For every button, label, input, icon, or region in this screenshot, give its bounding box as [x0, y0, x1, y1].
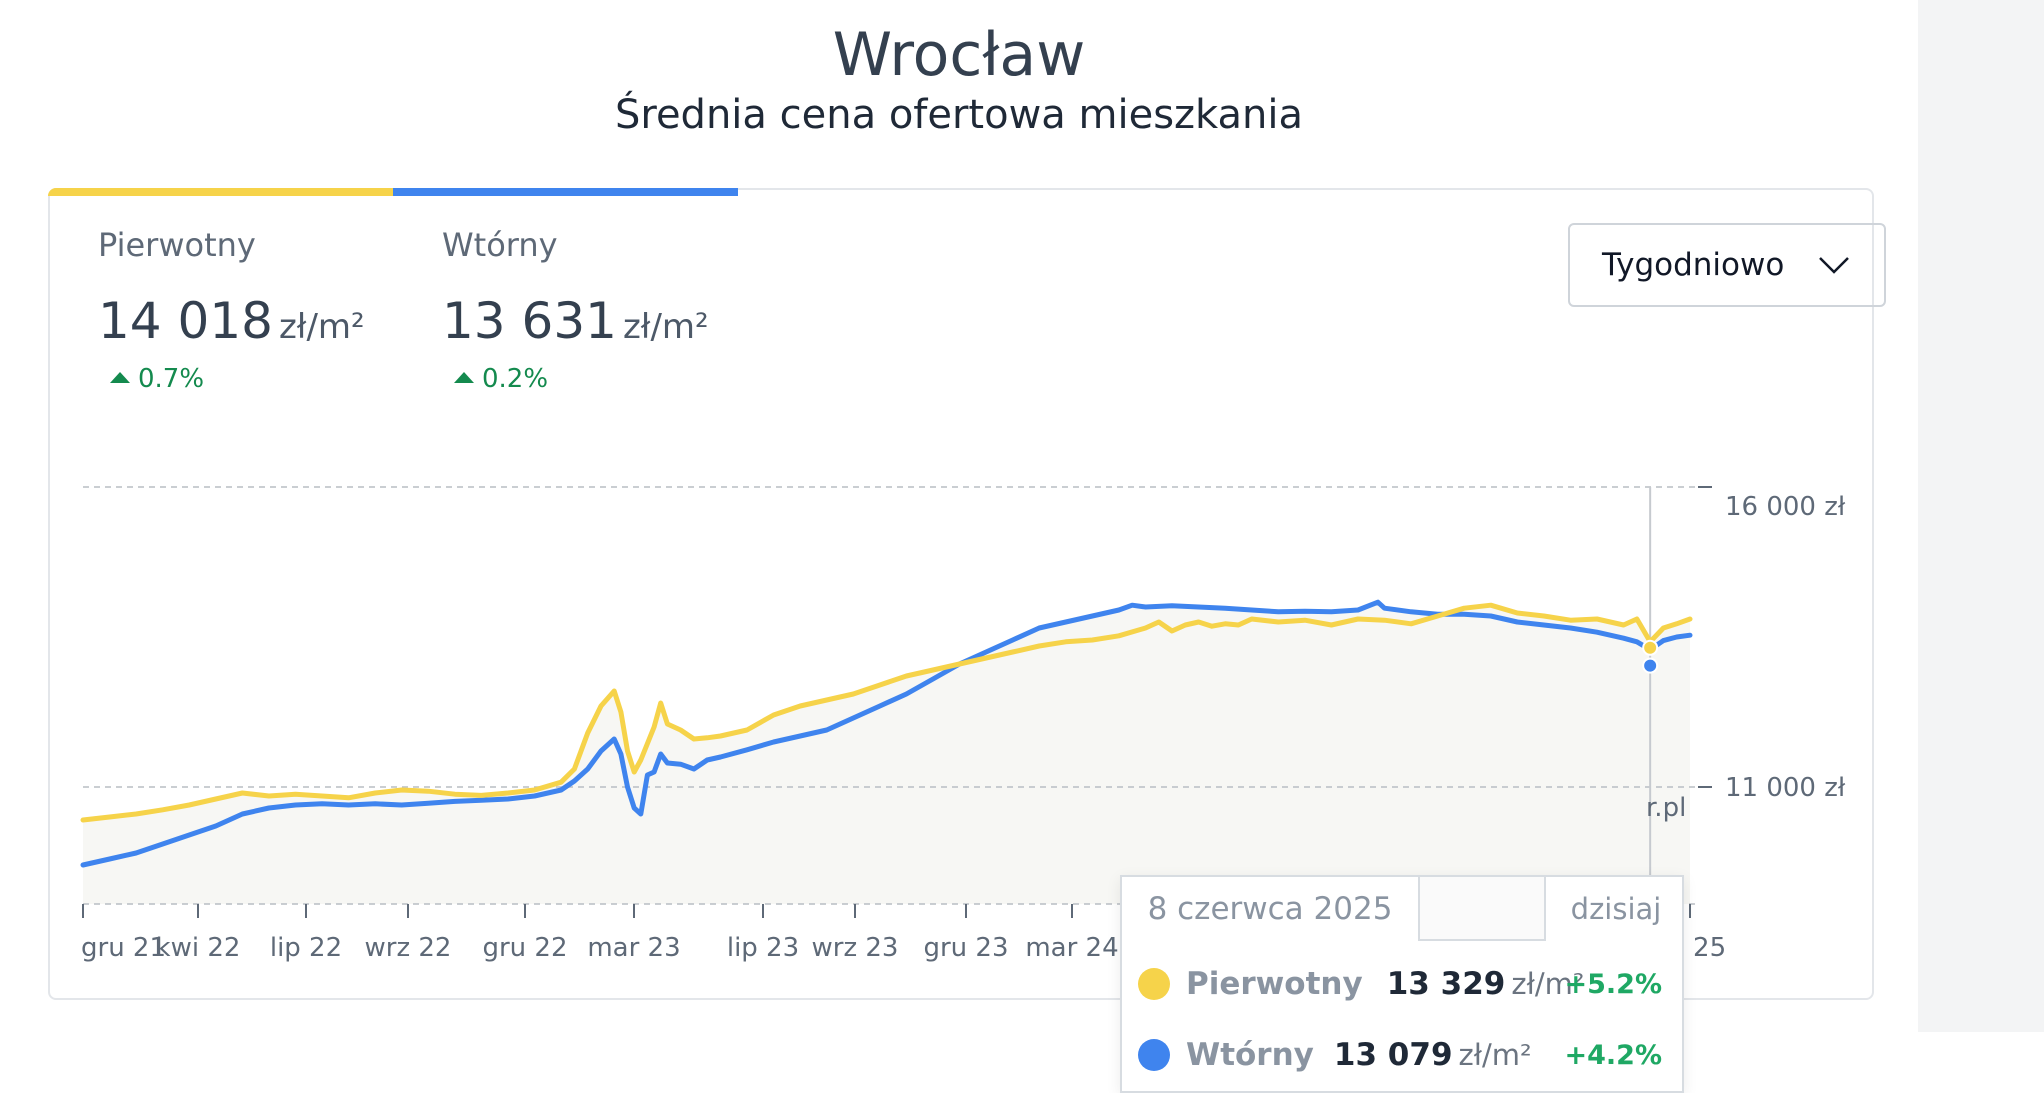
pierwotny-dot-icon [1138, 968, 1170, 1000]
series-line-pierwotny [80, 602, 1693, 823]
page-subtitle: Średnia cena ofertowa mieszkania [614, 92, 1303, 138]
x-tick-label: mar 23 [587, 933, 680, 963]
series-line-wtorny [80, 599, 1693, 868]
kpi-change: 0.2% [442, 364, 709, 394]
x-tick-label: mar 24 [1025, 933, 1118, 963]
kpi-label: Pierwotny [98, 226, 256, 264]
arrow-up-icon [110, 372, 130, 383]
tab-indicator-wtorny[interactable] [393, 188, 738, 196]
chevron-down-icon [1819, 257, 1849, 274]
tooltip-date: 8 czerwca 2025 [1147, 891, 1393, 927]
tooltip-value: 13 329 [1386, 966, 1506, 1002]
x-tick-label: lip 23 [727, 933, 799, 963]
tooltip-tab-gap [1418, 877, 1546, 941]
wtorny-dot-icon [1138, 1039, 1170, 1071]
kpi-value: 13 631 [442, 292, 617, 350]
kpi-unit: zł/m² [622, 307, 709, 347]
kpi-pierwotny[interactable]: Pierwotny 14 018 zł/m² 0.7% [98, 226, 365, 394]
arrow-up-icon [454, 372, 474, 383]
kpi-label: Wtórny [442, 226, 558, 264]
tooltip-change: +5.2% [1564, 968, 1662, 1000]
period-select[interactable]: Tygodniowo [1568, 223, 1886, 307]
kpi-wtorny[interactable]: Wtórny 13 631 zł/m² 0.2% [442, 226, 709, 394]
kpi-change: 0.7% [98, 364, 365, 394]
watermark-text: r.pl [1646, 793, 1686, 823]
x-tick-label: gru 21 [81, 933, 166, 963]
tooltip-change: +4.2% [1564, 1039, 1662, 1071]
x-tick-label: gru 22 [482, 933, 567, 963]
page-title: Wrocław [832, 20, 1086, 90]
period-select-value: Tygodniowo [1602, 247, 1785, 283]
chart-tooltip: 8 czerwca 2025 dzisiaj Pierwotny 13 329 … [1120, 875, 1684, 1093]
tooltip-unit: zł/m² [1458, 1038, 1532, 1072]
hover-point [1642, 639, 1659, 656]
tooltip-today-tab[interactable]: dzisiaj [1570, 892, 1662, 926]
kpi-unit: zł/m² [278, 307, 365, 347]
chart-area-fill [83, 602, 1690, 904]
tooltip-unit: zł/m² [1511, 967, 1585, 1001]
x-tick-label: wrz 22 [365, 933, 452, 963]
tooltip-series-name: Pierwotny [1186, 966, 1363, 1002]
tooltip-row-wtorny: Wtórny 13 079 zł/m² +4.2% [1138, 1028, 1678, 1082]
x-tick-label: gru 23 [923, 933, 1008, 963]
y-tick-label: 16 000 zł [1725, 492, 1846, 522]
kpi-value: 14 018 [98, 292, 273, 350]
x-tick-label: kwi 22 [156, 933, 241, 963]
y-tick-label: 11 000 zł [1725, 773, 1846, 803]
tab-indicator-pierwotny[interactable] [48, 188, 393, 196]
right-margin-strip [1918, 0, 2044, 1032]
tooltip-series-name: Wtórny [1186, 1037, 1314, 1073]
hover-point [1642, 657, 1659, 674]
price-chart-card: Pierwotny 14 018 zł/m² 0.7% Wtórny 13 631… [48, 188, 1886, 1093]
x-tick-label: lip 22 [270, 933, 342, 963]
tooltip-row-pierwotny: Pierwotny 13 329 zł/m² +5.2% [1138, 957, 1678, 1011]
x-tick-label: wrz 23 [812, 933, 899, 963]
tooltip-value: 13 079 [1333, 1037, 1453, 1073]
